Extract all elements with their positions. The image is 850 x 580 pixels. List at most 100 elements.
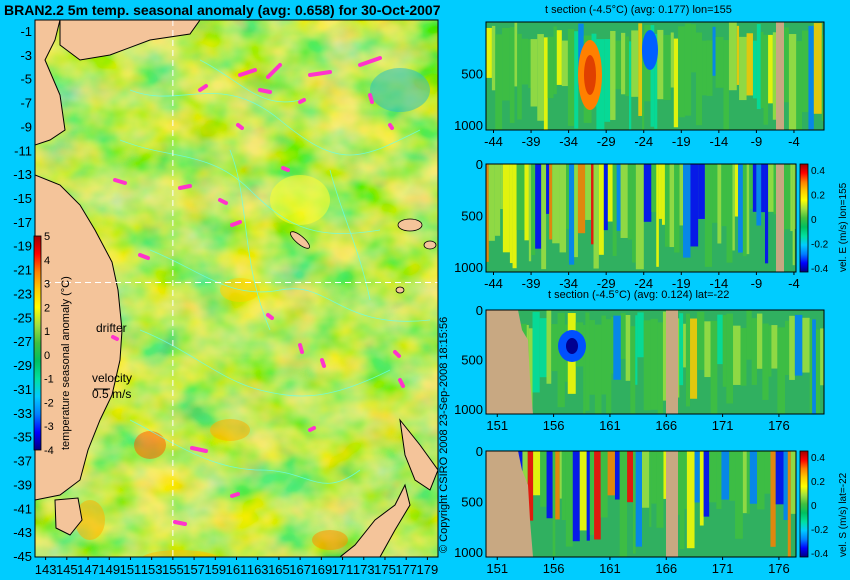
section-xtick-label: 176 <box>768 561 790 576</box>
map-axis-ticks: 143 145 147 149 151 153 155 157 159 161 163 165 167 1… <box>13 24 438 577</box>
section-field-cell <box>524 164 529 241</box>
section-v-lon-colorbar-ticks: 0.4 0.2 0 -0.2 -0.4 <box>811 166 829 275</box>
section-t-lat <box>486 310 824 414</box>
map-ytick-label: -5 <box>20 72 32 87</box>
section-field-cell <box>619 451 628 557</box>
section-field-cell <box>729 451 736 501</box>
section-ytick-label: 0 <box>476 444 483 459</box>
map-ytick-label: -29 <box>13 358 32 373</box>
map-ytick-label: -19 <box>13 239 32 254</box>
section-field-cell <box>577 164 586 234</box>
section-field-cell <box>751 318 757 385</box>
section-field-cell <box>664 164 670 247</box>
map-xtick-label: 167 <box>289 562 311 577</box>
section-field-cell <box>650 318 658 410</box>
section-field-cell <box>546 451 553 519</box>
section-field-cell <box>788 34 797 130</box>
colorbar-tick-label: 4 <box>44 255 50 267</box>
map-colorbar: temperature seasonal anomaly (°C) <box>33 235 72 451</box>
section-v-lat-land <box>486 451 533 557</box>
section-field-cell <box>746 451 750 514</box>
section-field-cell <box>684 451 687 509</box>
colorbar-tick-label: 0 <box>811 215 817 226</box>
section-xtick-label: -19 <box>672 134 691 149</box>
section-field-cell <box>768 164 774 212</box>
section-xtick-label: 156 <box>543 561 565 576</box>
section-field-cell <box>690 164 699 247</box>
colorbar-tick-label: -1 <box>44 374 54 386</box>
section-field-cell <box>698 164 705 219</box>
colorbar-tick-label: 0.4 <box>811 453 825 464</box>
section-field-cell <box>528 328 533 414</box>
section-xtick-label: 151 <box>486 418 508 433</box>
section-field-cell <box>635 315 638 385</box>
section-field-cell <box>679 313 684 386</box>
section-field-cell <box>674 164 680 253</box>
section-field-cell <box>621 32 626 95</box>
colorbar-tick-label: 5 <box>44 231 50 243</box>
section-xtick-label: -29 <box>597 134 616 149</box>
section-t-lat-title: t section (-4.5°C) (avg: 0.124) lat=-22 <box>548 289 729 301</box>
section-v-lon-ticks: -44 -39 -34 -29 -24 -19 -14 -9 -4 0 500 1000 <box>454 157 800 291</box>
section-field-cell <box>535 164 542 249</box>
section-field-cell <box>734 164 739 217</box>
section-field-cell <box>809 319 813 414</box>
section-field-cell <box>657 29 664 100</box>
map-ytick-label: -7 <box>20 96 32 111</box>
colorbar-tick-label: -4 <box>44 445 54 457</box>
section-field-cell <box>717 314 723 365</box>
section-field-cell <box>613 315 621 380</box>
new-zealand-south <box>339 483 411 557</box>
colorbar-tick-label: 0.4 <box>811 166 825 177</box>
section-xtick-label: 151 <box>486 561 508 576</box>
section-field-cell <box>821 35 824 121</box>
section-v-lon-colorbar: vel. E (m/s) lon=155 <box>799 163 849 273</box>
section-field-cell <box>606 319 612 414</box>
section-field-cell <box>696 32 703 126</box>
png-land <box>59 20 201 61</box>
section-field-cell <box>650 25 655 127</box>
section-field-cell <box>763 34 769 125</box>
section-field-cell <box>777 327 786 414</box>
section-field-cell <box>761 164 765 213</box>
section-field-cell <box>757 451 765 510</box>
section-field-cell <box>552 164 560 244</box>
colorbar-tick-label: 1 <box>44 326 50 338</box>
colorbar-tick-label: -0.2 <box>811 240 829 251</box>
section-field-cell <box>673 38 679 128</box>
section-field-cell <box>488 164 495 241</box>
section-field-cell <box>715 36 724 88</box>
section-ytick-label: 500 <box>461 208 483 223</box>
section-field-cell <box>642 34 645 130</box>
section-field-cell <box>726 313 734 404</box>
map-xtick-label: 149 <box>98 562 120 577</box>
section-t-lat-ticks: 151 156 161 166 171 176 0 500 1000 <box>454 303 790 433</box>
section-field-cell <box>785 320 790 376</box>
section-field-cell <box>574 31 579 129</box>
section-field-cell <box>556 30 562 85</box>
section-ytick-label: 1000 <box>454 402 483 417</box>
section-v-lon-field <box>486 164 796 270</box>
section-xtick-label: 176 <box>768 418 790 433</box>
section-field-cell <box>728 22 737 91</box>
section-field-cell <box>612 164 617 256</box>
section-field-cell <box>585 164 592 220</box>
section-ytick-label: 500 <box>461 494 483 509</box>
section-field-cell <box>512 164 517 269</box>
section-field-cell <box>815 329 821 414</box>
section-field-cell <box>594 324 602 414</box>
section-field-cell <box>771 325 778 369</box>
section-field-cell <box>762 323 769 400</box>
section-field-cell <box>517 33 522 120</box>
section-field-cell <box>586 451 590 541</box>
section-field-cell <box>516 164 525 231</box>
map-ytick-label: -3 <box>20 48 32 63</box>
section-ytick-label: 1000 <box>454 545 483 560</box>
section-v-lat-colorbar: vel. S (m/s) lat=-22 <box>799 450 849 558</box>
map-ytick-label: -25 <box>13 310 32 325</box>
section-field-cell <box>663 34 671 101</box>
map-xtick-label: 155 <box>162 562 184 577</box>
section-field-cell <box>627 451 633 503</box>
section-field-cell <box>611 316 614 374</box>
section-field-cell <box>790 164 793 232</box>
